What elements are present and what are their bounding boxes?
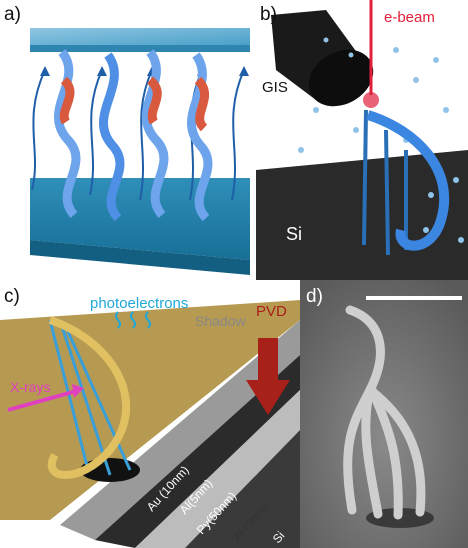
panel-c-label: c) xyxy=(4,286,20,307)
sem-nanostructure xyxy=(343,305,426,520)
top-plate xyxy=(30,28,250,45)
gis-nozzle xyxy=(271,10,374,107)
si-label-b: Si xyxy=(286,224,302,244)
ebeam-label: e-beam xyxy=(384,9,435,26)
photoelectrons-label: photoelectrons xyxy=(90,295,188,312)
precursor-particles xyxy=(298,37,464,243)
pvd-arrow xyxy=(246,338,290,415)
gold-layer xyxy=(0,300,300,520)
panel-b-illustration: e-beam GIS Si xyxy=(256,0,468,280)
helical-wire xyxy=(366,110,450,251)
panel-b-label: b) xyxy=(260,4,277,25)
panel-d: d) xyxy=(300,280,468,548)
panel-c: photoelectrons Shadow PVD X-rays Au (10n… xyxy=(0,280,300,548)
panel-c-illustration: photoelectrons Shadow PVD X-rays Au (10n… xyxy=(0,295,300,548)
pvd-label: PVD xyxy=(256,303,287,320)
nanowire-pillars xyxy=(362,109,408,256)
panel-a-illustration xyxy=(30,28,250,275)
gold-helix xyxy=(47,316,131,479)
panel-b: e-beam GIS Si b) xyxy=(256,0,468,280)
gis-label: GIS xyxy=(262,79,288,96)
xrays-label: X-rays xyxy=(10,379,50,395)
helical-ribbons xyxy=(54,49,213,222)
xray-arrow xyxy=(7,388,81,412)
sem-image xyxy=(300,280,468,548)
panel-d-label: d) xyxy=(306,286,323,307)
panel-a: a) xyxy=(0,0,256,280)
photoelectron-waves xyxy=(115,311,151,329)
shadow-label: Shadow xyxy=(195,313,246,329)
panel-a-label: a) xyxy=(4,4,21,25)
